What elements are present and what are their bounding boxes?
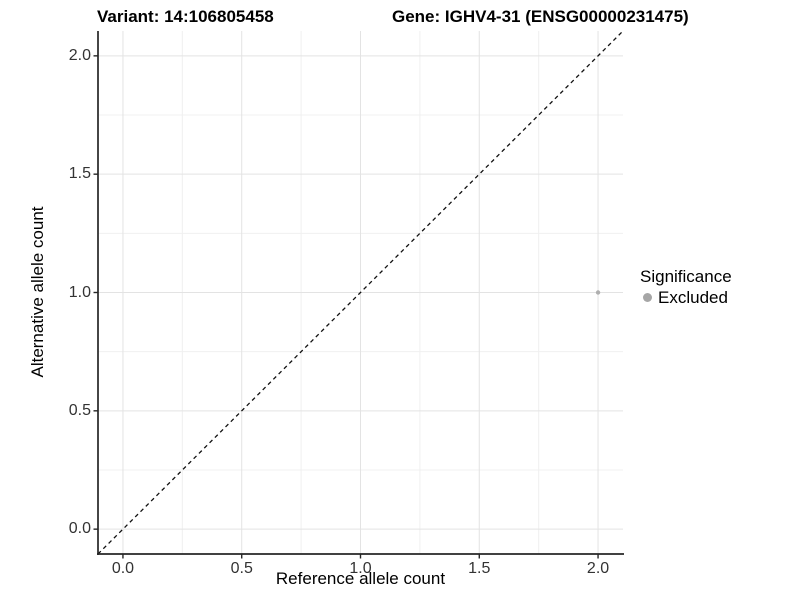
y-tick-label: 0.0 [68,520,91,538]
y-tick-label: 1.0 [68,283,91,301]
x-tick-label: 1.5 [468,560,491,577]
x-tick-label: 1.0 [349,560,372,577]
x-tick-label: 0.5 [230,560,253,577]
data-point [595,290,601,295]
legend-item-label: Excluded [658,288,728,307]
legend: Significance Excluded [640,266,732,308]
y-tick-label: 0.5 [68,401,91,419]
y-axis-title: Alternative allele count [28,206,47,378]
y-tick-label: 2.0 [68,46,91,64]
x-tick-label: 0.0 [111,560,135,577]
y-tick-label: 1.5 [68,165,91,183]
x-axis-title: Reference allele count [275,569,446,588]
plot-panel [98,31,623,554]
legend-title: Significance [640,267,732,286]
x-tick-label: 2.0 [586,560,610,577]
variant-title: Variant: 14:106805458 [97,7,274,26]
legend-item-excluded: Excluded [640,287,732,308]
identity-dashed-line [97,30,624,555]
excluded-point-icon [643,293,652,302]
gene-title: Gene: IGHV4-31 (ENSG00000231475) [392,7,689,26]
